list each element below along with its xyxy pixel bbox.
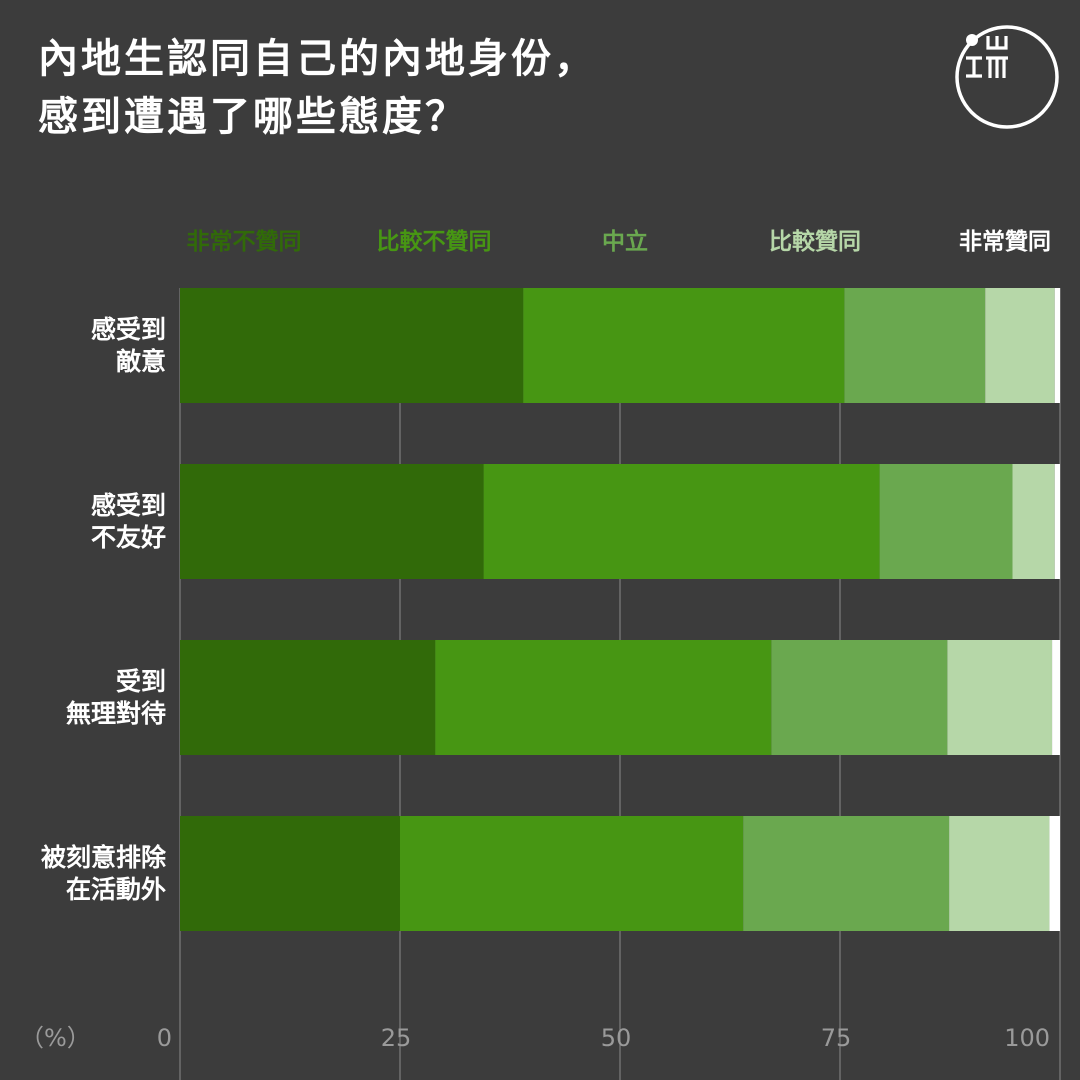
initium-logo-icon xyxy=(955,25,1059,129)
chart-title: 內地生認同自己的內地身份， 感到遭遇了哪些態度？ xyxy=(38,30,597,146)
x-tick-label: 0 xyxy=(157,1024,172,1052)
bar-segment xyxy=(1052,640,1060,755)
category-label: 感受到 xyxy=(91,491,166,520)
legend-item: 比較不贊同 xyxy=(377,228,492,255)
category-label: 被刻意排除 xyxy=(41,843,167,872)
bar-segment xyxy=(180,288,524,403)
bar-segment xyxy=(523,288,845,403)
bar-segment xyxy=(949,816,1050,931)
legend-item: 比較贊同 xyxy=(769,228,861,255)
bar-segment xyxy=(400,816,744,931)
bar-segment xyxy=(844,288,986,403)
category-label: 不友好 xyxy=(91,523,166,552)
bar-segment xyxy=(483,464,880,579)
x-unit-label: （%） xyxy=(20,1024,91,1052)
bar-segment xyxy=(879,464,1013,579)
bar-segment xyxy=(180,816,400,931)
bar-segment xyxy=(1054,288,1060,403)
bar-segment xyxy=(985,288,1055,403)
x-tick-label: 75 xyxy=(821,1024,852,1052)
category-label: 受到 xyxy=(116,667,166,696)
bar-segment xyxy=(1012,464,1055,579)
bar-segment xyxy=(1049,816,1060,931)
x-tick-label: 25 xyxy=(381,1024,412,1052)
category-label: 感受到 xyxy=(91,315,166,344)
legend-item: 非常贊同 xyxy=(959,229,1051,255)
bar-segment xyxy=(180,464,484,579)
bar-segment xyxy=(771,640,948,755)
bar-segment xyxy=(1054,464,1060,579)
bar-segment xyxy=(180,640,436,755)
chart-title-line-2: 感到遭遇了哪些態度？ xyxy=(38,94,468,140)
bar-segment xyxy=(947,640,1053,755)
category-label: 敵意 xyxy=(116,347,166,376)
x-tick-label: 50 xyxy=(601,1024,632,1052)
bar-segment xyxy=(743,816,950,931)
chart-title-line-1: 內地生認同自己的內地身份， xyxy=(38,36,597,82)
legend-item: 非常不贊同 xyxy=(187,229,302,255)
category-label: 無理對待 xyxy=(66,699,166,728)
x-tick-label: 100 xyxy=(1004,1024,1050,1052)
legend-item: 中立 xyxy=(602,228,648,255)
category-label: 在活動外 xyxy=(66,875,166,904)
bar-segment xyxy=(435,640,772,755)
